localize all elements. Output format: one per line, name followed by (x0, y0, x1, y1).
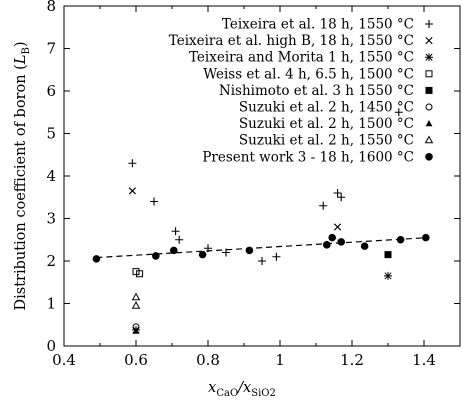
x-tick-label: 1 (275, 351, 285, 369)
data-point-filled-circle (92, 255, 101, 263)
y-tick-label: 5 (46, 125, 56, 143)
legend-label: Teixeira et al. high B, 18 h, 1550 °C (169, 33, 414, 49)
data-point-filled-circle (170, 246, 178, 255)
x-tick-label: 0.8 (196, 351, 220, 369)
legend-label: Suzuki et al. 2 h, 1500 °C (239, 116, 414, 132)
legend-marker-plus (425, 20, 433, 28)
data-point-open-triangle (131, 292, 141, 301)
data-point-filled-triangle (132, 327, 140, 334)
data-point-plus (204, 244, 212, 253)
trendline (96, 237, 428, 259)
legend-label: Nishimoto et al. 3 h 1550 °C (219, 83, 414, 99)
y-tick-label: 1 (46, 295, 56, 313)
legend-label: Suzuki et al. 2 h, 1550 °C (239, 133, 414, 149)
data-point-cross (334, 223, 342, 231)
legend-label: Present work 3 - 18 h, 1600 °C (202, 149, 414, 165)
data-point-open-square (132, 268, 140, 276)
data-point-filled-circle (422, 233, 430, 242)
x-tick-label: 1.2 (340, 351, 364, 369)
data-point-filled-circle (198, 250, 207, 259)
data-point-open-triangle (131, 300, 141, 309)
data-point-plus (258, 257, 266, 265)
data-point-filled-circle (328, 233, 337, 242)
y-axis-title: Distribution coefficient of boron (LB) (13, 41, 32, 310)
data-point-filled-square (384, 251, 392, 259)
y-tick-label: 7 (46, 40, 56, 58)
data-point-plus (175, 235, 184, 244)
data-point-filled-circle (323, 241, 331, 249)
ticks (63, 5, 461, 347)
legend-label: Suzuki et al. 2 h, 1450 °C (239, 100, 414, 116)
data-point-plus (150, 197, 158, 206)
data-point-plus (394, 108, 403, 117)
x-tick-label: 0.6 (124, 351, 148, 369)
data-point-plus (333, 189, 342, 197)
data-point-cross (128, 187, 136, 195)
legend-marker-open-circle (425, 103, 433, 111)
y-tick-label: 6 (46, 82, 56, 100)
legend-marker-open-triangle (424, 135, 434, 144)
tick-labels: 0.4 0.6 0.8 1 1.2 1.4 0 1 2 3 4 5 6 7 8 (46, 0, 435, 369)
data-point-plus (222, 248, 230, 257)
trendline-group (96, 237, 428, 259)
legend-marker-open-square (425, 70, 433, 78)
legend-label: Teixeira et al. 18 h, 1550 °C (222, 17, 414, 33)
data-point-filled-circle (360, 242, 369, 250)
legend-marker-filled-square (425, 86, 433, 94)
x-axis-title: xCaO/xSiO2 (208, 380, 276, 399)
data-point-plus (128, 159, 137, 168)
data-point-filled-circle (245, 246, 254, 255)
data-point-plus (319, 201, 328, 210)
data-point-filled-circle (152, 252, 160, 260)
legend-marker-filled-circle (425, 153, 433, 161)
y-tick-label: 8 (46, 0, 56, 15)
data-point-filled-circle (396, 235, 405, 244)
data-point-open-square (136, 270, 144, 278)
y-tick-label: 4 (46, 167, 56, 185)
points-group (92, 108, 430, 334)
data-point-plus (337, 193, 346, 202)
legend-label: Weiss et al. 4 h, 6.5 h, 1500 °C (203, 66, 414, 82)
y-tick-label: 0 (46, 337, 56, 355)
data-point-plus (171, 227, 180, 236)
x-tick-label: 0.4 (52, 351, 76, 369)
x-tick-label: 1.4 (412, 351, 436, 369)
y-tick-label: 2 (46, 252, 56, 270)
legend-label: Teixeira and Morita 1 h, 1550 °C (189, 50, 414, 66)
data-point-filled-circle (337, 238, 346, 246)
data-point-plus (272, 252, 281, 261)
legend-marker-cross (425, 37, 433, 45)
y-tick-label: 3 (46, 210, 56, 228)
legend-marker-star (425, 53, 433, 62)
data-point-star (384, 271, 392, 280)
legend-marker-filled-triangle (425, 120, 433, 127)
